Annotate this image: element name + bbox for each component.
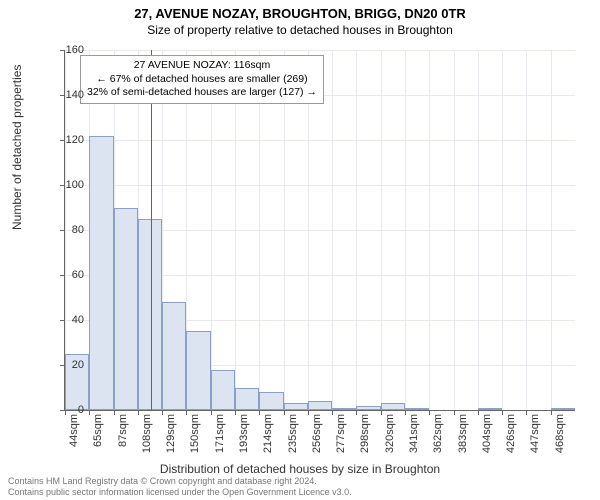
footer-attribution: Contains HM Land Registry data © Crown c… bbox=[8, 476, 352, 498]
histogram-bar bbox=[235, 388, 259, 411]
x-tick bbox=[284, 410, 285, 415]
x-tick bbox=[405, 410, 406, 415]
gridline-v bbox=[211, 50, 212, 410]
gridline-h bbox=[65, 140, 575, 141]
y-tick-label: 160 bbox=[44, 44, 84, 56]
x-tick bbox=[259, 410, 260, 415]
x-tick bbox=[454, 410, 455, 415]
x-tick bbox=[478, 410, 479, 415]
gridline-v bbox=[526, 50, 527, 410]
gridline-v bbox=[405, 50, 406, 410]
annotation-line: 32% of semi-detached houses are larger (… bbox=[87, 86, 317, 100]
y-axis-label: Number of detached properties bbox=[10, 65, 24, 230]
y-tick-label: 120 bbox=[44, 134, 84, 146]
x-tick bbox=[235, 410, 236, 415]
y-tick-label: 60 bbox=[44, 269, 84, 281]
histogram-bar bbox=[332, 408, 356, 410]
x-tick bbox=[89, 410, 90, 415]
x-tick bbox=[332, 410, 333, 415]
gridline-v bbox=[478, 50, 479, 410]
x-tick bbox=[114, 410, 115, 415]
annotation-line: 27 AVENUE NOZAY: 116sqm bbox=[87, 59, 317, 73]
x-tick bbox=[502, 410, 503, 415]
histogram-bar bbox=[259, 392, 283, 410]
gridline-v bbox=[284, 50, 285, 410]
footer-line: Contains HM Land Registry data © Crown c… bbox=[8, 476, 352, 487]
gridline-v bbox=[259, 50, 260, 410]
chart-title: 27, AVENUE NOZAY, BROUGHTON, BRIGG, DN20… bbox=[0, 0, 600, 21]
x-axis-label: Distribution of detached houses by size … bbox=[0, 462, 600, 476]
x-tick bbox=[211, 410, 212, 415]
gridline-h bbox=[65, 50, 575, 51]
gridline-v bbox=[308, 50, 309, 410]
histogram-bar bbox=[478, 408, 502, 410]
histogram-bar bbox=[356, 406, 380, 411]
x-tick bbox=[308, 410, 309, 415]
x-tick bbox=[356, 410, 357, 415]
x-tick bbox=[526, 410, 527, 415]
histogram-bar bbox=[211, 370, 235, 411]
x-tick bbox=[162, 410, 163, 415]
histogram-bar bbox=[308, 401, 332, 410]
footer-line: Contains public sector information licen… bbox=[8, 487, 352, 498]
gridline-v bbox=[235, 50, 236, 410]
histogram-bar bbox=[381, 403, 405, 410]
histogram-bar bbox=[186, 331, 210, 410]
histogram-bar bbox=[89, 136, 113, 411]
gridline-h bbox=[65, 185, 575, 186]
y-tick-label: 140 bbox=[44, 89, 84, 101]
histogram-bar bbox=[405, 408, 429, 410]
x-tick bbox=[429, 410, 430, 415]
gridline-v bbox=[356, 50, 357, 410]
y-tick-label: 80 bbox=[44, 224, 84, 236]
gridline-v bbox=[429, 50, 430, 410]
histogram-bar bbox=[162, 302, 186, 410]
gridline-v bbox=[551, 50, 552, 410]
y-tick-label: 20 bbox=[44, 359, 84, 371]
gridline-v bbox=[454, 50, 455, 410]
y-tick-label: 0 bbox=[44, 404, 84, 416]
chart-area: 44sqm65sqm87sqm108sqm129sqm150sqm171sqm1… bbox=[64, 50, 574, 410]
plot-area: 44sqm65sqm87sqm108sqm129sqm150sqm171sqm1… bbox=[64, 50, 575, 411]
x-tick bbox=[186, 410, 187, 415]
x-tick bbox=[138, 410, 139, 415]
histogram-bar bbox=[551, 408, 575, 410]
histogram-bar bbox=[284, 403, 308, 410]
gridline-v bbox=[502, 50, 503, 410]
gridline-v bbox=[332, 50, 333, 410]
histogram-bar bbox=[114, 208, 138, 411]
property-marker-line bbox=[151, 50, 152, 410]
chart-subtitle: Size of property relative to detached ho… bbox=[0, 21, 600, 37]
x-tick bbox=[551, 410, 552, 415]
gridline-v bbox=[381, 50, 382, 410]
x-tick bbox=[381, 410, 382, 415]
y-tick-label: 40 bbox=[44, 314, 84, 326]
y-tick-label: 100 bbox=[44, 179, 84, 191]
annotation-line: ← 67% of detached houses are smaller (26… bbox=[87, 73, 317, 87]
annotation-box: 27 AVENUE NOZAY: 116sqm ← 67% of detache… bbox=[80, 55, 324, 104]
